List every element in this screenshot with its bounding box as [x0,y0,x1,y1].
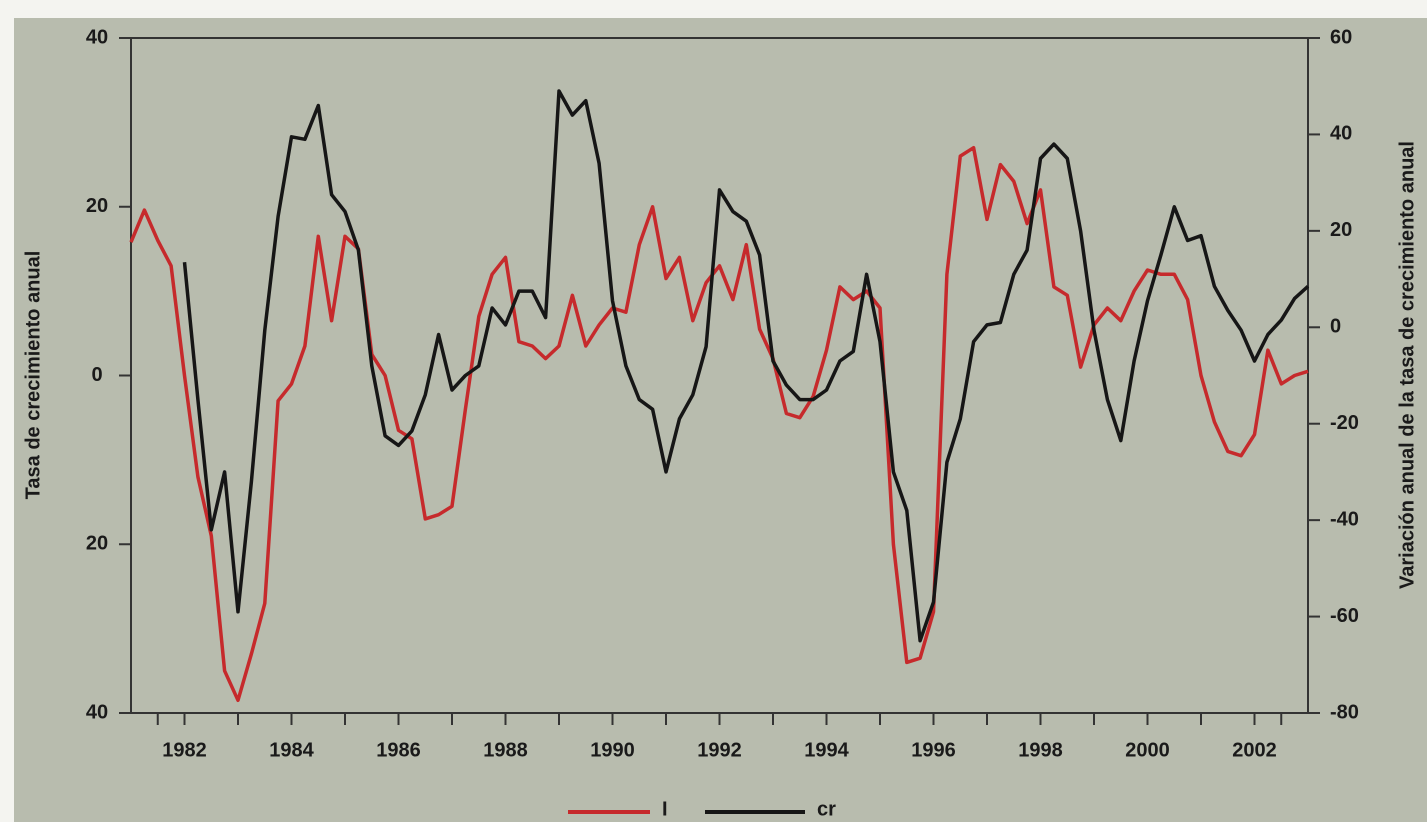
x-tick-label: 2002 [1232,739,1277,761]
legend-label: cr [817,798,836,820]
series-line [182,89,1310,643]
background [14,18,1427,822]
x-tick-label: 1992 [697,739,742,761]
x-tick-label: 1988 [483,739,528,761]
y2-tick-label: 60 [1330,26,1352,48]
y2-axis-label: Variación anual de la tasa de crecimient… [1396,141,1418,589]
y2-tick-label: 0 [1330,316,1341,338]
y-tick-label: 20 [86,195,108,217]
x-tick-label: 1982 [162,739,207,761]
y2-tick-label: 40 [1330,123,1352,145]
y2-tick-label: -40 [1330,508,1359,530]
x-tick-label: 2000 [1125,739,1170,761]
x-tick-label: 1994 [804,739,849,761]
x-tick-label: 1990 [590,739,635,761]
x-tick-label: 1986 [376,739,421,761]
legend-label: I [662,798,668,820]
y-tick-label: 0 [91,364,102,386]
y2-tick-label: -20 [1330,412,1359,434]
y-axis-label: Tasa de crecimiento anual [22,251,44,500]
x-tick-label: 1984 [269,739,314,761]
series-line [129,145,1309,703]
y-tick-label: 40 [86,701,108,723]
y-tick-label: 20 [86,533,108,555]
x-tick-label: 1998 [1018,739,1063,761]
y-tick-label: 40 [86,26,108,48]
x-tick-label: 1996 [911,739,956,761]
y2-tick-label: -60 [1330,605,1359,627]
y2-tick-label: -80 [1330,701,1359,723]
y2-tick-label: 20 [1330,219,1352,241]
